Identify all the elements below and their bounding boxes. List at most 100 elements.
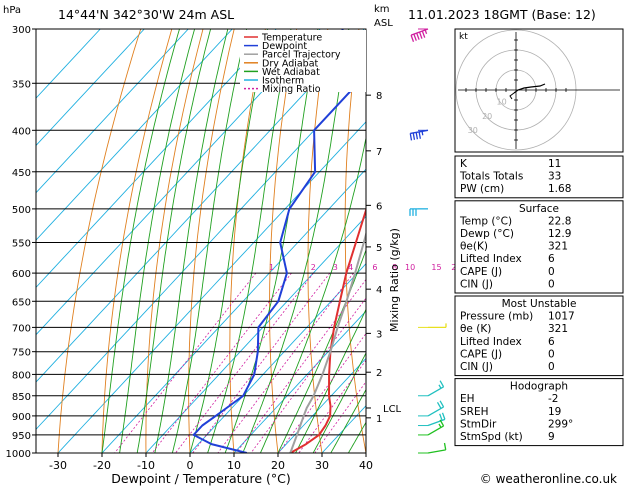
table-row-value: 9: [548, 431, 555, 443]
dry-adiabat-line: [416, 29, 454, 453]
table-row-label: StmDir: [460, 418, 497, 430]
table-row-label: Lifted Index: [460, 253, 522, 265]
wind-barb-flag: [439, 413, 443, 421]
table-row-label: CAPE (J): [460, 348, 502, 360]
indices-tables: K 11 Totals Totals 33 PW (cm) 1.68 Surface Temp…: [454, 155, 624, 447]
wind-barb-flag: [441, 412, 446, 420]
table-row-label: CIN (J): [460, 278, 493, 290]
table-frame: [454, 295, 624, 377]
temperature-tick-label: -20: [93, 459, 111, 472]
table-row-label: θe(K): [460, 241, 488, 253]
isotherm-line: [36, 29, 189, 194]
wind-barb-shaft: [427, 386, 444, 397]
table-row-value: 11: [548, 158, 561, 170]
wind-barb: [418, 412, 446, 427]
temperature-tick-label: 10: [227, 459, 241, 472]
wind-barb-flag: [410, 34, 415, 42]
table-row-value: 0: [548, 266, 555, 278]
wind-barb-flag: [436, 402, 442, 409]
table-row-label: Dewp (°C): [460, 228, 514, 240]
table-row-label: Lifted Index: [460, 336, 522, 348]
temperature-tick-label: -30: [49, 459, 67, 472]
hodograph-ring-label: 20: [482, 112, 492, 121]
table-row-value: 12.9: [548, 228, 571, 240]
skewt-plot-area: [32, 28, 454, 454]
wind-barb-half-flag: [438, 423, 442, 428]
wind-barb: [409, 129, 429, 141]
pressure-tick-label: 500: [12, 205, 31, 216]
table-frame: [454, 155, 624, 199]
pressure-tick-label: 800: [12, 370, 31, 381]
wind-barb-shaft: [427, 449, 446, 454]
temperature-tick-label: -10: [137, 459, 155, 472]
table-row-value: 321: [548, 241, 568, 253]
wind-barb: [418, 400, 445, 417]
wet-adiabat-line: [330, 388, 366, 453]
wind-barb: [409, 208, 428, 216]
pressure-tick-label: 900: [12, 412, 31, 423]
table-row-value: 1.68: [548, 183, 571, 195]
mixing-ratio-label: 3: [333, 263, 338, 272]
wet-adiabat-line: [312, 352, 366, 453]
temperature-line: [289, 206, 366, 453]
table-row-value: 321: [548, 323, 568, 335]
wet-adiabat-line: [295, 308, 366, 453]
table-row-value: 6: [548, 336, 555, 348]
copyright-footer: © weatheronline.co.uk: [480, 472, 617, 486]
table-frame: [454, 378, 624, 447]
pressure-tick-label: 400: [12, 126, 31, 137]
wind-barb-flag: [409, 133, 413, 141]
table-row-value: 1017: [548, 311, 575, 323]
wind-barb-half-flag: [438, 384, 442, 389]
km-tick-label: 2: [376, 368, 382, 379]
wind-barb-flag: [415, 132, 419, 140]
table-row-label: K: [460, 158, 468, 170]
table-row-value: 19: [548, 406, 561, 418]
wind-barb-flag: [416, 32, 420, 40]
hodograph-kt-label: kt: [459, 32, 468, 42]
wind-barb-flag: [418, 31, 423, 39]
km-tick-label: 5: [376, 243, 382, 254]
table-title: Most Unstable: [502, 298, 577, 310]
x-axis-label: Dewpoint / Temperature (°C): [111, 471, 290, 486]
pressure-tick-label: 750: [12, 348, 31, 359]
table-row-value: 0: [548, 278, 555, 290]
table-title: Hodograph: [510, 381, 568, 393]
mixing-ratio-line: [175, 272, 314, 453]
table-row-value: 22.8: [548, 215, 571, 227]
table-row-value: 299°: [548, 418, 573, 430]
table-row-value: 0: [548, 348, 555, 360]
km-tick-label: 6: [376, 201, 382, 212]
pressure-tick-label: 350: [12, 79, 31, 90]
km-tick-label: 7: [376, 147, 382, 158]
wind-barb-flag: [439, 380, 445, 388]
table-row-value: -2: [548, 393, 558, 405]
table-row-value: 0: [548, 361, 555, 373]
legend-entry: Dry Adiabat: [262, 58, 319, 69]
wind-barb: [410, 28, 429, 42]
table-row-label: CIN (J): [460, 361, 493, 373]
wind-barb-shaft: [427, 406, 444, 417]
table-row-value: 6: [548, 253, 555, 265]
table-row-label: Pressure (mb): [460, 311, 533, 323]
km-tick-label: 1: [376, 414, 382, 425]
wind-barbs: [409, 28, 447, 454]
km-tick-label: 3: [376, 329, 382, 340]
wind-barb: [418, 323, 447, 329]
wind-barb-shaft: [427, 425, 444, 436]
pressure-tick-label: 550: [12, 238, 31, 249]
hodograph-storm-vector: [509, 92, 515, 100]
mixing-ratio-label: 4: [348, 263, 353, 272]
legend-entry: Wet Adiabat: [262, 67, 320, 78]
pressure-tick-label: 950: [12, 431, 31, 442]
km-tick-label: 8: [376, 91, 382, 102]
wind-barb-half-flag: [421, 131, 424, 136]
table-row-label: CAPE (J): [460, 266, 502, 278]
hodograph-ring-label: 30: [468, 126, 478, 135]
isotherm-line: [36, 29, 277, 289]
wind-barb-half-flag: [424, 29, 428, 35]
table-row-label: SREH: [460, 406, 489, 418]
legend-entry: Temperature: [261, 33, 322, 44]
